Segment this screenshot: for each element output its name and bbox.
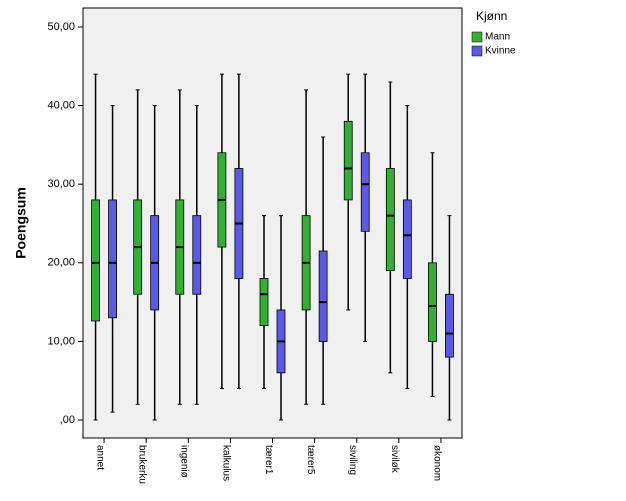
y-tick-label: 40,00 bbox=[47, 100, 75, 112]
x-tick-label: økonom bbox=[431, 445, 442, 481]
y-tick-label: 30,00 bbox=[47, 178, 75, 190]
x-tick-label: siviløk bbox=[389, 445, 400, 474]
y-tick-label: ,00 bbox=[60, 414, 75, 426]
y-tick-label: 10,00 bbox=[47, 335, 75, 347]
x-tick-label: siviling bbox=[347, 445, 358, 475]
y-tick-label: 50,00 bbox=[47, 21, 75, 33]
x-tick-label: brukerku bbox=[137, 445, 148, 484]
y-axis-label: Poengsum bbox=[13, 187, 29, 259]
x-tick-label: annet bbox=[94, 445, 105, 470]
x-tick-label: tærer1 bbox=[263, 445, 274, 475]
legend-title: Kjønn bbox=[476, 9, 507, 23]
legend-swatch bbox=[471, 31, 483, 43]
x-tick-label: kalkulus bbox=[221, 445, 232, 481]
y-tick-label: 20,00 bbox=[47, 257, 75, 269]
box bbox=[259, 278, 269, 327]
box bbox=[108, 199, 117, 319]
box bbox=[360, 152, 370, 232]
x-tick-label: ingeniø bbox=[179, 445, 190, 478]
legend-swatch bbox=[471, 45, 483, 57]
legend-label: Kvinne bbox=[485, 46, 516, 57]
box bbox=[428, 262, 437, 342]
box bbox=[318, 250, 328, 342]
x-tick-label: tærer5 bbox=[305, 445, 316, 475]
box bbox=[445, 293, 454, 358]
box bbox=[402, 199, 412, 279]
plot-area bbox=[82, 7, 463, 439]
box bbox=[385, 168, 395, 272]
box bbox=[91, 199, 100, 322]
box bbox=[192, 215, 202, 295]
box bbox=[343, 120, 353, 201]
legend-label: Mann bbox=[485, 32, 510, 43]
